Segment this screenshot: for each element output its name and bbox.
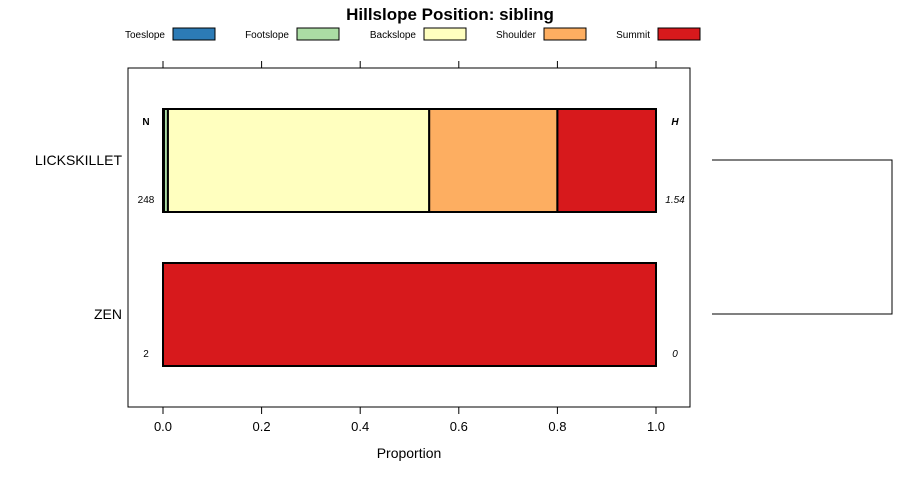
legend-label: Summit bbox=[616, 30, 650, 41]
x-axis: 0.0 0.2 0.4 0.6 0.8 1.0 bbox=[154, 61, 665, 434]
dendrogram bbox=[712, 159, 893, 315]
category-label: ZEN bbox=[94, 306, 122, 322]
n-header: N bbox=[142, 117, 149, 128]
bars bbox=[162, 108, 658, 367]
x-tick-label: 0.4 bbox=[351, 419, 369, 434]
h-header: H bbox=[671, 117, 679, 128]
legend: Toeslope Footslope Backslope Shoulder Summit bbox=[125, 27, 701, 41]
x-tick-label: 0.6 bbox=[450, 419, 468, 434]
legend-swatch bbox=[543, 27, 587, 41]
legend-swatch bbox=[657, 27, 701, 41]
x-tick-label: 0.0 bbox=[154, 419, 172, 434]
category-labels: LICKSKILLET 248 1.54 ZEN 2 0 N H bbox=[35, 117, 685, 360]
legend-swatch bbox=[172, 27, 216, 41]
chart-title: Hillslope Position: sibling bbox=[346, 5, 554, 24]
category-label: LICKSKILLET bbox=[35, 152, 123, 168]
x-tick-label: 0.2 bbox=[253, 419, 271, 434]
n-value: 248 bbox=[138, 195, 155, 206]
legend-label: Footslope bbox=[245, 30, 289, 41]
legend-label: Toeslope bbox=[125, 30, 165, 41]
legend-swatch bbox=[296, 27, 340, 41]
bar-segment bbox=[556, 108, 658, 213]
plot-frame bbox=[127, 67, 691, 408]
bar-segment bbox=[166, 108, 431, 213]
bar-segment bbox=[428, 108, 559, 213]
legend-label: Shoulder bbox=[496, 30, 537, 41]
legend-swatch bbox=[423, 27, 467, 41]
x-axis-title: Proportion bbox=[377, 445, 442, 461]
h-value: 0 bbox=[672, 349, 678, 360]
bar-segment bbox=[162, 262, 657, 367]
dendrogram-branch bbox=[712, 159, 893, 315]
h-value: 1.54 bbox=[665, 195, 685, 206]
n-value: 2 bbox=[143, 349, 149, 360]
x-tick-label: 0.8 bbox=[548, 419, 566, 434]
x-tick-label: 1.0 bbox=[647, 419, 665, 434]
legend-label: Backslope bbox=[370, 30, 417, 41]
